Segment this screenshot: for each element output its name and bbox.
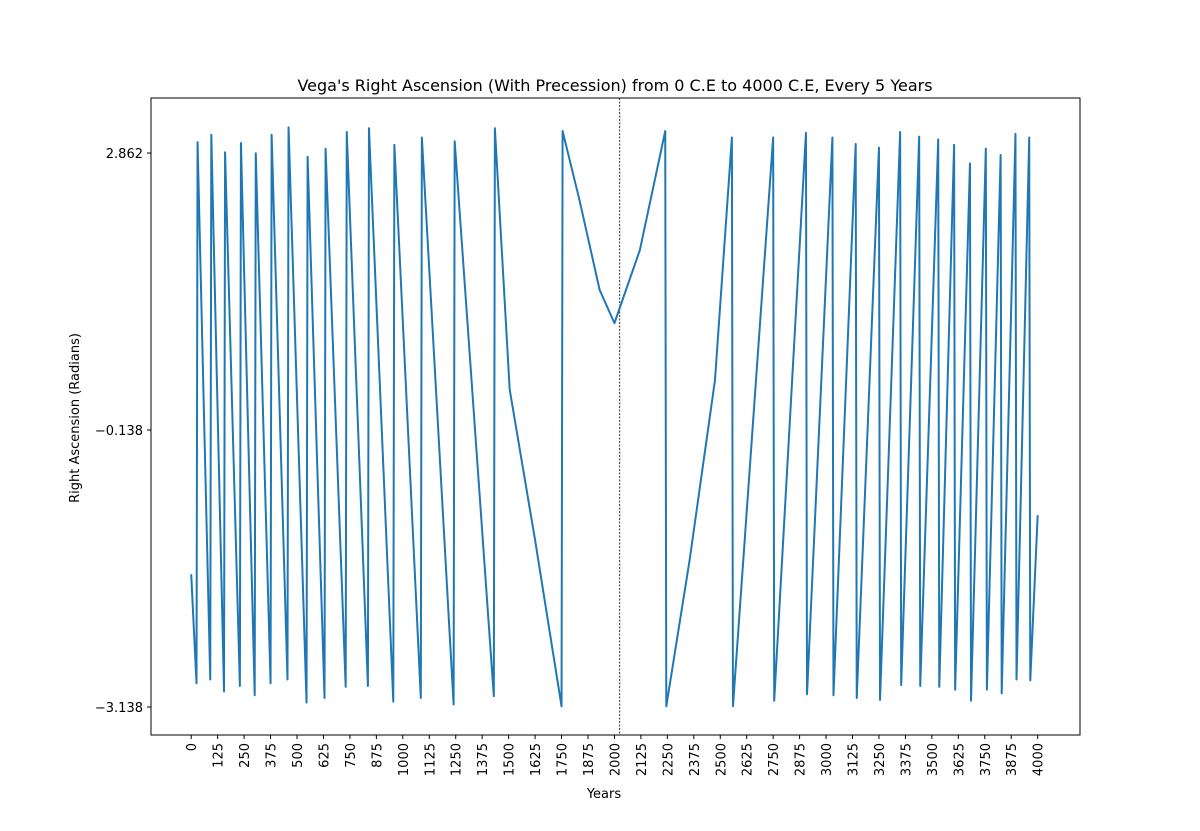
x-tick-label: 2875 — [794, 743, 809, 776]
x-tick-label: 3000 — [820, 743, 835, 776]
x-tick-label: 3375 — [899, 743, 914, 776]
x-tick-label: 3750 — [979, 743, 994, 776]
x-tick-label: 1750 — [556, 743, 571, 776]
x-tick-label: 3625 — [952, 743, 967, 776]
x-tick-label: 1375 — [476, 743, 491, 776]
x-tick-label: 1625 — [529, 743, 544, 776]
x-tick-label: 2500 — [714, 743, 729, 776]
plot-frame — [150, 97, 1081, 736]
x-tick-label: 375 — [265, 743, 280, 768]
x-tick-label: 2125 — [635, 743, 650, 776]
x-tick-label: 1000 — [397, 743, 412, 776]
x-tick-label: 1500 — [503, 743, 518, 776]
x-tick-label: 1125 — [423, 743, 438, 776]
chart-title: Vega's Right Ascension (With Precession)… — [297, 76, 932, 95]
x-tick-label: 125 — [212, 743, 227, 768]
x-tick-label: 750 — [344, 743, 359, 768]
x-tick-label: 875 — [370, 743, 385, 768]
x-axis-label: Years — [586, 787, 622, 802]
x-tick-label: 1875 — [582, 743, 597, 776]
x-tick-label: 2250 — [661, 743, 676, 776]
x-tick-label: 4000 — [1032, 743, 1047, 776]
x-tick-label: 0 — [185, 743, 200, 751]
x-tick-label: 3500 — [926, 743, 941, 776]
x-tick-label: 250 — [238, 743, 253, 768]
x-tick-label: 3125 — [847, 743, 862, 776]
x-tick-label: 3250 — [873, 743, 888, 776]
y-axis-label: Right Ascension (Radians) — [68, 333, 83, 503]
y-tick-label: 2.862 — [106, 147, 143, 162]
x-tick-label: 2375 — [688, 743, 703, 776]
x-tick-label: 3875 — [1005, 743, 1020, 776]
x-tick-label: 500 — [291, 743, 306, 768]
x-tick-label: 2625 — [741, 743, 756, 776]
x-tick-label: 1250 — [450, 743, 465, 776]
y-tick-label: −0.138 — [95, 424, 143, 439]
data-line — [190, 126, 1039, 708]
y-tick-label: −3.138 — [95, 701, 143, 716]
x-tick-label: 2000 — [608, 743, 623, 776]
x-tick-label: 625 — [317, 743, 332, 768]
x-tick-label: 2750 — [767, 743, 782, 776]
